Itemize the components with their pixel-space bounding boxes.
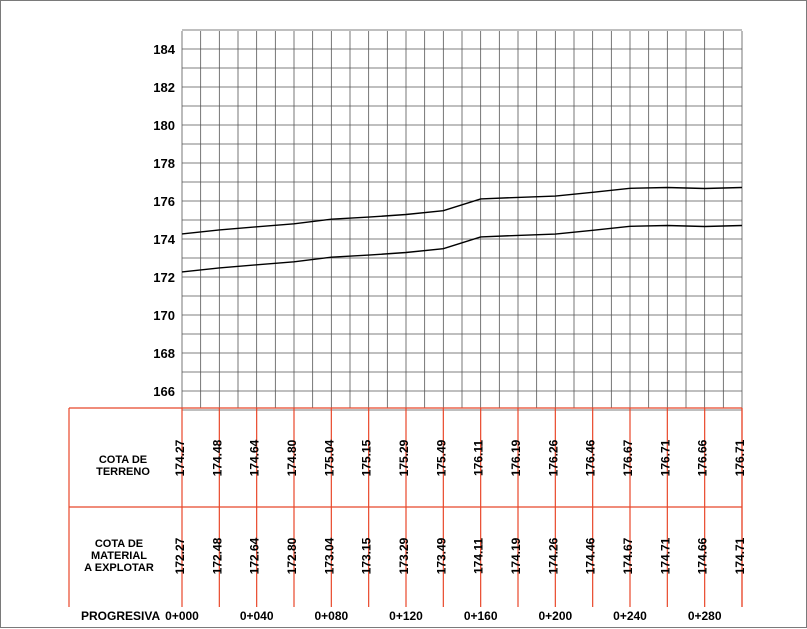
y-tick-label: 182 xyxy=(153,80,175,95)
terreno-value: 174.64 xyxy=(248,439,262,476)
material-value: 173.04 xyxy=(322,537,336,574)
data-table xyxy=(68,407,743,607)
material-value: 172.80 xyxy=(285,537,299,574)
material-value: 174.66 xyxy=(696,537,710,574)
terreno-value: 176.26 xyxy=(546,439,560,476)
station-label: 0+280 xyxy=(688,609,722,623)
station-label: 0+080 xyxy=(314,609,348,623)
station-label: 0+000 xyxy=(165,609,199,623)
row-label-material: MATERIAL xyxy=(91,550,147,562)
y-tick-label: 168 xyxy=(153,346,175,361)
material-value: 173.15 xyxy=(360,537,374,574)
y-tick-label: 184 xyxy=(153,42,175,57)
material-value: 174.11 xyxy=(472,538,486,574)
y-tick-label: 166 xyxy=(153,384,175,399)
material-value: 174.26 xyxy=(546,537,560,574)
y-axis-labels: 184 182 180 178 176 174 172 170 168 166 xyxy=(153,42,175,399)
terreno-value: 176.66 xyxy=(696,439,710,476)
terreno-value: 175.15 xyxy=(360,439,374,476)
row-label-terreno: TERRENO xyxy=(96,466,150,478)
material-value: 172.64 xyxy=(248,537,262,574)
station-label: 0+040 xyxy=(240,609,274,623)
y-tick-label: 174 xyxy=(153,232,175,247)
grid xyxy=(181,29,743,411)
station-label: 0+160 xyxy=(464,609,498,623)
terreno-value: 174.80 xyxy=(285,439,299,476)
terreno-value: 176.19 xyxy=(509,439,523,476)
table-values: 174.27 174.48 174.64 174.80 175.04 175.15 175.… xyxy=(173,439,747,574)
y-tick-label: 176 xyxy=(153,194,175,209)
material-value: 172.48 xyxy=(210,537,224,574)
row-label-terreno: COTA DE xyxy=(99,454,147,466)
material-value: 174.71 xyxy=(733,537,747,574)
terreno-value: 176.46 xyxy=(584,439,598,476)
terreno-value: 174.27 xyxy=(173,439,187,476)
terreno-value: 174.48 xyxy=(210,439,224,476)
row-label-material: COTA DE xyxy=(95,538,143,550)
profile-lines xyxy=(181,186,743,273)
progresiva-label: PROGRESIVA xyxy=(81,609,160,623)
row-label-material: A EXPLOTAR xyxy=(84,562,154,574)
progresiva-row: PROGRESIVA 0+000 0+040 0+080 0+120 0+160 0+200… xyxy=(81,609,722,623)
station-label: 0+120 xyxy=(389,609,423,623)
terrain-profile-line xyxy=(181,186,743,235)
material-value: 174.19 xyxy=(509,537,523,574)
material-value: 173.29 xyxy=(397,537,411,574)
material-profile-line xyxy=(181,224,743,273)
terreno-value: 175.04 xyxy=(322,439,336,476)
y-tick-label: 178 xyxy=(153,156,175,171)
station-label: 0+200 xyxy=(538,609,572,623)
material-value: 174.71 xyxy=(658,537,672,574)
station-label: 0+240 xyxy=(613,609,647,623)
terreno-value: 175.29 xyxy=(397,439,411,476)
material-value: 174.67 xyxy=(621,537,635,574)
material-value: 172.27 xyxy=(173,537,187,574)
terreno-value: 176.11 xyxy=(472,440,486,476)
terreno-value: 176.71 xyxy=(733,439,747,476)
y-tick-label: 172 xyxy=(153,270,175,285)
material-value: 174.46 xyxy=(584,537,598,574)
y-tick-label: 180 xyxy=(153,118,175,133)
terreno-value: 176.71 xyxy=(658,439,672,476)
material-value: 173.49 xyxy=(434,537,448,574)
terreno-value: 176.67 xyxy=(621,439,635,476)
terreno-value: 175.49 xyxy=(434,439,448,476)
y-tick-label: 170 xyxy=(153,308,175,323)
